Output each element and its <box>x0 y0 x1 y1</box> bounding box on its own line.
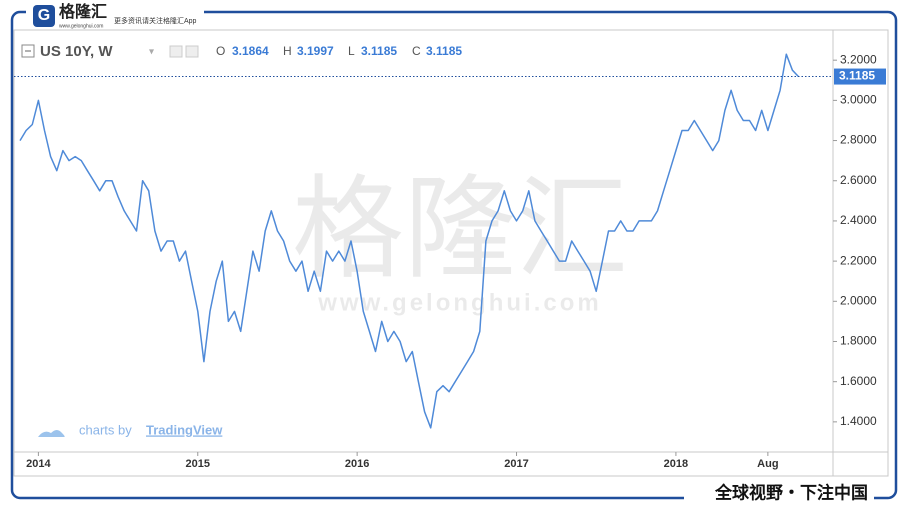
tagline: 更多资讯请关注格隆汇App <box>114 16 197 25</box>
title-dropdown[interactable]: ▾ <box>149 47 154 58</box>
tv-logo <box>38 430 65 437</box>
chart-title: US 10Y, W <box>40 43 113 60</box>
y-tick-label: 1.6000 <box>840 374 877 388</box>
ohlc-key: H <box>283 44 292 58</box>
y-tick-label: 2.4000 <box>840 213 877 227</box>
ohlc-value: 3.1997 <box>297 44 334 58</box>
y-tick-label: 3.0000 <box>840 93 877 107</box>
footer-slogan: 全球视野・下注中国 <box>714 482 868 502</box>
credit-brand[interactable]: TradingView <box>146 422 223 437</box>
last-price-label: 3.1185 <box>839 69 875 83</box>
settings-button[interactable] <box>185 45 199 58</box>
chart-panel <box>13 29 889 477</box>
last-price-box <box>834 68 886 85</box>
y-tick-label: 1.8000 <box>840 334 877 348</box>
ohlc-legend: O 3.1864 H 3.1997 L 3.1185 C 3.1185 <box>216 44 462 58</box>
ohlc-key: C <box>412 44 421 58</box>
ohlc-value: 3.1185 <box>426 44 462 58</box>
y-tick-label: 1.4000 <box>840 414 877 428</box>
price-line <box>19 53 800 429</box>
logo-text: 格隆汇 <box>59 2 107 21</box>
x-tick-label: 2015 <box>186 458 210 470</box>
logo-icon <box>33 5 55 27</box>
y-tick-label: 2.2000 <box>840 253 877 267</box>
x-tick-label: 2016 <box>345 458 369 470</box>
eye-button[interactable] <box>169 45 183 58</box>
logo-url: www.gelonghui.com <box>59 23 103 29</box>
y-tick-label: 3.2000 <box>840 52 877 66</box>
x-tick-label: 2014 <box>26 458 51 470</box>
credit-prefix: charts by <box>79 422 132 437</box>
x-tick-label: 2017 <box>504 458 528 470</box>
logo-bg <box>26 2 204 28</box>
ohlc-value: 3.1864 <box>232 44 269 58</box>
x-tick-label: 2018 <box>664 458 688 470</box>
y-tick-label: 2.8000 <box>840 133 877 147</box>
footer-bg <box>684 482 874 506</box>
x-tick-label: Aug <box>757 458 778 470</box>
y-tick-label: 2.0000 <box>840 293 877 307</box>
ohlc-key: L <box>348 44 355 58</box>
y-tick-label: 2.6000 <box>840 173 877 187</box>
ohlc-key: O <box>216 44 225 58</box>
watermark: 格隆汇 <box>292 167 628 292</box>
ohlc-value: 3.1185 <box>361 44 397 58</box>
logo-icon-letter: G <box>38 7 50 24</box>
